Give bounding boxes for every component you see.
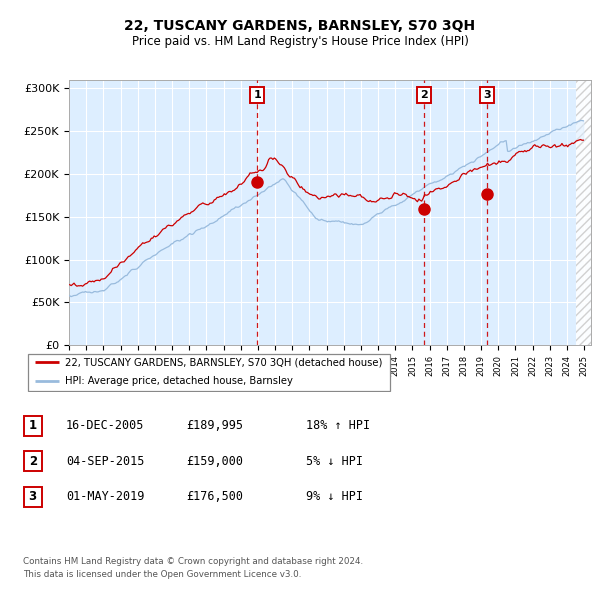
Text: £159,000: £159,000	[186, 455, 243, 468]
Text: 01-MAY-2019: 01-MAY-2019	[66, 490, 145, 503]
Text: 1: 1	[253, 90, 261, 100]
Text: HPI: Average price, detached house, Barnsley: HPI: Average price, detached house, Barn…	[65, 376, 293, 386]
Text: 2: 2	[420, 90, 428, 100]
FancyBboxPatch shape	[24, 416, 41, 436]
Text: £189,995: £189,995	[186, 419, 243, 432]
Text: 18% ↑ HPI: 18% ↑ HPI	[306, 419, 370, 432]
Text: 04-SEP-2015: 04-SEP-2015	[66, 455, 145, 468]
Text: 16-DEC-2005: 16-DEC-2005	[66, 419, 145, 432]
Text: This data is licensed under the Open Government Licence v3.0.: This data is licensed under the Open Gov…	[23, 570, 301, 579]
FancyBboxPatch shape	[24, 451, 41, 471]
Text: £176,500: £176,500	[186, 490, 243, 503]
Text: 1: 1	[29, 419, 37, 432]
Text: 22, TUSCANY GARDENS, BARNSLEY, S70 3QH (detached house): 22, TUSCANY GARDENS, BARNSLEY, S70 3QH (…	[65, 358, 382, 367]
Text: 3: 3	[29, 490, 37, 503]
Text: 3: 3	[483, 90, 491, 100]
Text: 5% ↓ HPI: 5% ↓ HPI	[306, 455, 363, 468]
Text: 2: 2	[29, 455, 37, 468]
Text: Contains HM Land Registry data © Crown copyright and database right 2024.: Contains HM Land Registry data © Crown c…	[23, 557, 363, 566]
Text: 9% ↓ HPI: 9% ↓ HPI	[306, 490, 363, 503]
FancyBboxPatch shape	[24, 487, 41, 507]
Text: Price paid vs. HM Land Registry's House Price Index (HPI): Price paid vs. HM Land Registry's House …	[131, 35, 469, 48]
FancyBboxPatch shape	[28, 354, 391, 391]
Text: 22, TUSCANY GARDENS, BARNSLEY, S70 3QH: 22, TUSCANY GARDENS, BARNSLEY, S70 3QH	[124, 19, 476, 33]
